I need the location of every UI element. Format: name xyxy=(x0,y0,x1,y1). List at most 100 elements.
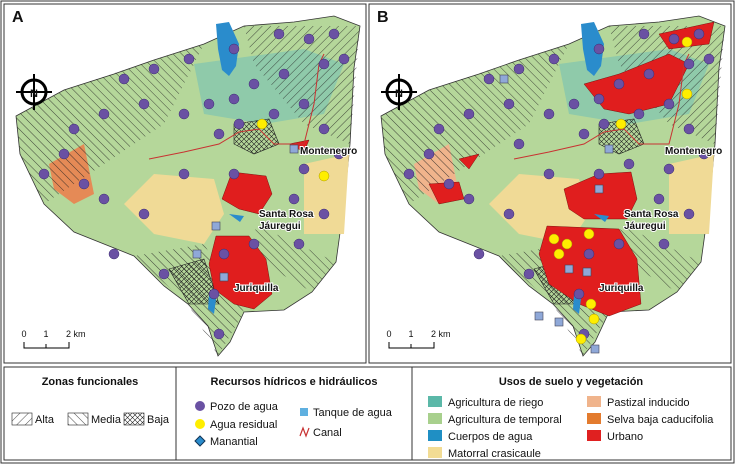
well xyxy=(598,118,610,130)
media-hatch xyxy=(16,44,336,356)
well xyxy=(178,168,190,180)
scale-label: 1 xyxy=(43,329,48,339)
well xyxy=(568,98,580,110)
panel-label: A xyxy=(12,9,24,26)
well xyxy=(583,248,595,260)
well xyxy=(593,168,605,180)
legend-item: Pastizal inducido xyxy=(607,397,690,409)
legend-title: Recursos hídricos e hidráulicos xyxy=(211,376,378,388)
well xyxy=(278,68,290,80)
legend-item: Media xyxy=(91,414,122,426)
well xyxy=(443,178,455,190)
well xyxy=(228,93,240,105)
legend-item: Agua residual xyxy=(210,419,277,431)
wastewater xyxy=(561,238,573,250)
well xyxy=(683,58,695,70)
urban-area xyxy=(563,171,638,220)
legend-item: Manantial xyxy=(210,436,258,448)
well xyxy=(248,238,260,250)
well xyxy=(433,123,445,135)
well xyxy=(658,238,670,250)
legend-item: Pozo de agua xyxy=(210,401,279,413)
canal xyxy=(513,53,690,160)
wastewater xyxy=(588,313,600,325)
well xyxy=(333,148,345,160)
landuse-swatch xyxy=(587,430,601,441)
tank xyxy=(499,74,509,84)
wastewater xyxy=(681,36,693,48)
well xyxy=(233,118,245,130)
panel-frame xyxy=(368,3,732,364)
well xyxy=(503,98,515,110)
wastewater xyxy=(681,88,693,100)
place-label: Montenegro xyxy=(665,146,722,157)
legend-item: Urbano xyxy=(607,431,643,443)
legend-frame xyxy=(3,366,732,461)
well xyxy=(513,63,525,75)
alta-hatch xyxy=(244,26,360,144)
wastewater xyxy=(585,298,597,310)
well xyxy=(228,168,240,180)
wastewater xyxy=(318,170,330,182)
scale-bar xyxy=(23,342,70,349)
spring-symbol xyxy=(194,435,206,447)
well xyxy=(698,148,710,160)
canal xyxy=(148,53,325,160)
scale-label: 0 xyxy=(386,329,391,339)
well xyxy=(138,208,150,220)
well xyxy=(293,238,305,250)
well xyxy=(138,98,150,110)
tank xyxy=(604,144,614,154)
well xyxy=(288,193,300,205)
well xyxy=(228,43,240,55)
wastewater xyxy=(583,228,595,240)
media-hatch xyxy=(381,44,701,356)
well xyxy=(338,53,350,65)
landuse-swatch xyxy=(587,396,601,407)
well xyxy=(213,128,225,140)
urban-area xyxy=(221,171,273,215)
lake xyxy=(216,22,239,76)
zone-swatch xyxy=(123,412,145,426)
place-label: Jáuregui xyxy=(624,221,666,232)
well xyxy=(158,268,170,280)
wastewater xyxy=(548,233,560,245)
scale-label: 2 km xyxy=(431,329,451,339)
well xyxy=(108,248,120,260)
legend-item: Agricultura de riego xyxy=(448,397,543,409)
legend-title: Zonas funcionales xyxy=(42,376,139,388)
well-symbol xyxy=(195,401,205,411)
north-cross xyxy=(16,74,52,110)
landuse-swatch xyxy=(428,396,442,407)
well xyxy=(208,288,220,300)
place-label: Santa Rosa xyxy=(624,209,679,220)
legend-title: Usos de suelo y vegetación xyxy=(499,376,644,388)
lake xyxy=(581,22,604,76)
tank xyxy=(594,184,604,194)
well xyxy=(473,248,485,260)
well xyxy=(403,168,415,180)
well xyxy=(318,58,330,70)
landuse-swatch xyxy=(428,447,442,458)
well xyxy=(98,193,110,205)
legend-item: Canal xyxy=(313,427,342,439)
zone-swatch xyxy=(67,412,89,426)
well xyxy=(653,193,665,205)
tank xyxy=(582,267,592,277)
well xyxy=(118,73,130,85)
north-cross xyxy=(381,74,417,110)
tank xyxy=(564,264,574,274)
well xyxy=(273,28,285,40)
well xyxy=(613,238,625,250)
well xyxy=(633,108,645,120)
zone-swatch xyxy=(11,412,33,426)
legend-item: Matorral crasicaule xyxy=(448,448,541,460)
well xyxy=(643,68,655,80)
north-label: N xyxy=(395,88,403,100)
well xyxy=(68,123,80,135)
well xyxy=(318,123,330,135)
canal-symbol xyxy=(299,426,310,438)
well xyxy=(203,98,215,110)
well xyxy=(683,123,695,135)
